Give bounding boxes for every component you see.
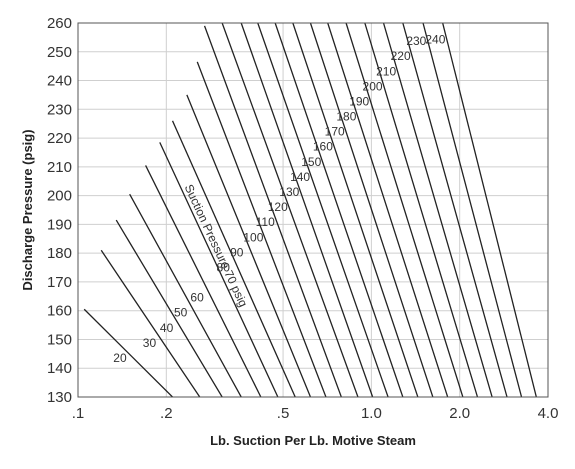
curve-label: 220 <box>391 49 411 63</box>
curve-label: 110 <box>256 215 275 229</box>
curve-label: 120 <box>268 200 288 214</box>
pressure-curve <box>364 23 479 397</box>
curve-label: 230 <box>406 34 426 48</box>
pressure-curve <box>100 249 201 397</box>
pressure-curve <box>345 23 464 397</box>
curve-label: 140 <box>290 170 310 184</box>
pressure-curve <box>274 23 404 397</box>
x-tick-label: 4.0 <box>538 405 559 422</box>
y-tick-label: 160 <box>47 303 72 320</box>
x-tick-label: 2.0 <box>449 405 470 422</box>
curve-label: 200 <box>363 79 383 93</box>
y-tick-label: 170 <box>47 274 72 291</box>
curve-label: 160 <box>313 140 333 154</box>
pressure-curve <box>382 23 493 397</box>
curve-label: 60 <box>190 291 204 305</box>
y-tick-label: 190 <box>47 216 72 233</box>
x-tick-label: .5 <box>277 405 290 422</box>
curve-label: 20 <box>113 351 127 365</box>
pressure-curve <box>442 23 537 397</box>
curve-label: 210 <box>376 64 396 78</box>
pressure-curve <box>240 23 374 397</box>
pressure-curve <box>203 25 342 397</box>
pressure-curve <box>402 23 508 397</box>
y-tick-label: 260 <box>47 15 72 32</box>
pressure-curve <box>327 23 449 397</box>
pressure-curve <box>115 219 223 397</box>
curve-label: 50 <box>174 306 188 320</box>
pressure-curve <box>221 23 359 397</box>
curves-layer <box>83 23 537 397</box>
curve-label: 30 <box>143 336 157 350</box>
pressure-curve <box>196 61 327 397</box>
pressure-curve <box>83 308 173 397</box>
curve-label: 90 <box>230 245 244 259</box>
y-tick-label: 210 <box>47 159 72 176</box>
curve-label: 40 <box>160 321 174 335</box>
x-tick-label: 1.0 <box>361 405 382 422</box>
y-tick-label: 130 <box>47 389 72 406</box>
y-axis-title: Discharge Pressure (psig) <box>20 129 35 290</box>
curve-label: 170 <box>325 125 345 139</box>
y-tick-label: 250 <box>47 44 72 61</box>
curve-label: 240 <box>425 33 445 47</box>
curve-label: 130 <box>279 185 299 199</box>
pressure-curve <box>257 23 389 397</box>
y-tick-label: 230 <box>47 101 72 118</box>
curve-label: 150 <box>301 155 321 169</box>
ticks-layer: 1301401501601701801902002102202302402502… <box>47 15 558 422</box>
y-tick-label: 200 <box>47 188 72 205</box>
y-tick-label: 220 <box>47 130 72 147</box>
x-tick-label: .1 <box>72 405 85 422</box>
pressure-curve <box>309 23 434 397</box>
pressure-curve <box>186 94 312 397</box>
pressure-curve <box>292 23 419 397</box>
plot-frame <box>77 22 549 398</box>
curve-label: 80 <box>217 260 231 274</box>
y-tick-label: 150 <box>47 331 72 348</box>
curve-label: 180 <box>336 110 356 124</box>
y-tick-label: 140 <box>47 360 72 377</box>
x-tick-label: .2 <box>160 405 173 422</box>
curve-label: 190 <box>349 94 369 108</box>
x-axis-title: Lb. Suction Per Lb. Motive Steam <box>210 433 416 448</box>
pressure-curve <box>145 165 262 397</box>
y-tick-label: 180 <box>47 245 72 262</box>
curve-label: 100 <box>243 230 263 244</box>
pressure-curve <box>422 23 523 397</box>
pressure-curve <box>159 142 279 397</box>
y-tick-label: 240 <box>47 73 72 90</box>
pressure-curve <box>129 193 242 397</box>
pressure-curve <box>171 120 296 397</box>
